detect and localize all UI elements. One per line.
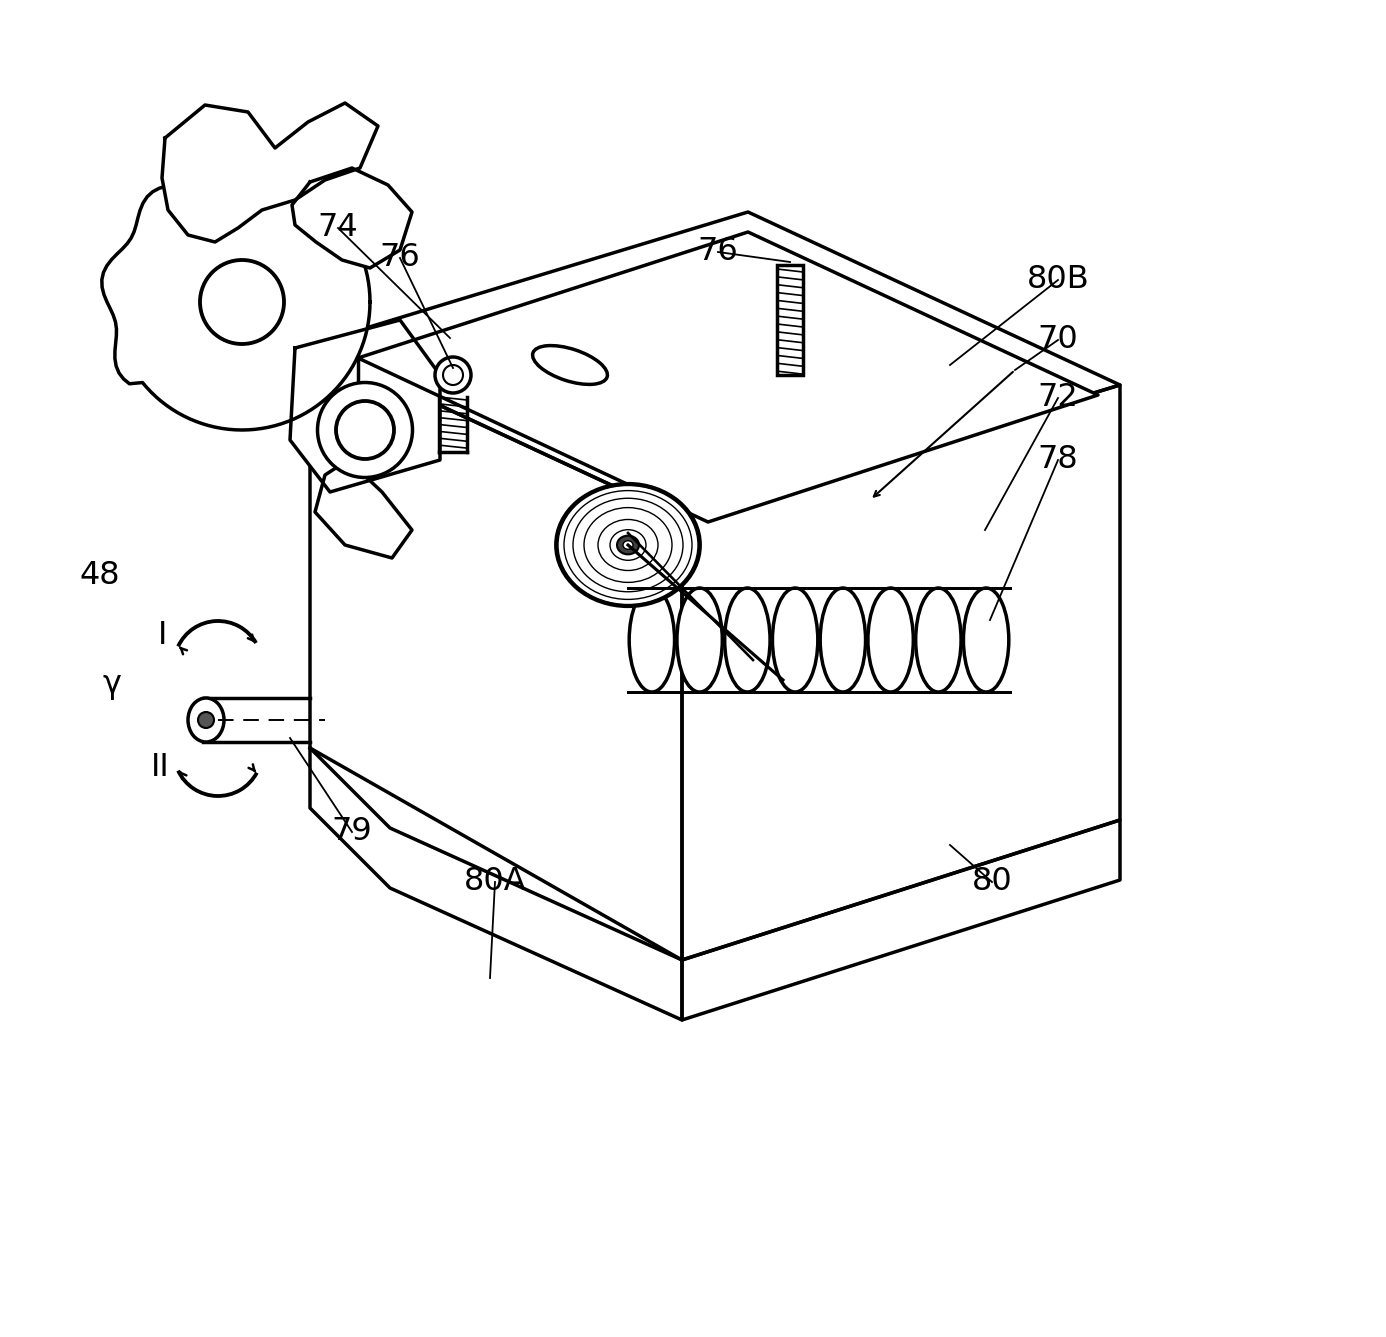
Text: 79: 79 [331,817,373,848]
Text: 80: 80 [972,866,1012,897]
Ellipse shape [532,345,607,385]
Text: γ: γ [103,670,122,701]
Text: 76: 76 [380,242,420,274]
Ellipse shape [868,588,913,693]
Ellipse shape [617,536,639,555]
Text: 80A: 80A [464,866,527,897]
Text: 48: 48 [79,559,121,591]
Ellipse shape [821,588,865,693]
Ellipse shape [622,540,633,550]
Ellipse shape [629,588,675,693]
Bar [778,265,802,374]
Polygon shape [162,103,378,242]
Polygon shape [310,213,1120,517]
Polygon shape [682,820,1120,1020]
Text: 80B: 80B [1027,265,1089,295]
Text: II: II [151,753,169,783]
Polygon shape [290,320,439,492]
Ellipse shape [916,588,960,693]
Ellipse shape [198,713,213,729]
Ellipse shape [963,588,1009,693]
Polygon shape [292,168,412,267]
Ellipse shape [725,588,771,693]
Ellipse shape [188,698,225,742]
Text: 72: 72 [1038,382,1078,413]
Ellipse shape [556,484,700,606]
Ellipse shape [676,588,722,693]
Text: 70: 70 [1038,325,1078,356]
Text: 76: 76 [697,237,739,267]
Polygon shape [682,385,1120,960]
Text: 74: 74 [317,213,359,243]
Text: I: I [158,619,168,651]
Ellipse shape [772,588,818,693]
Text: 78: 78 [1038,444,1078,476]
Polygon shape [310,345,682,960]
Ellipse shape [317,382,413,477]
Polygon shape [315,460,412,558]
Polygon shape [358,233,1098,521]
Circle shape [435,357,471,393]
Polygon shape [101,160,370,431]
Polygon shape [310,747,682,1020]
Circle shape [200,259,284,344]
